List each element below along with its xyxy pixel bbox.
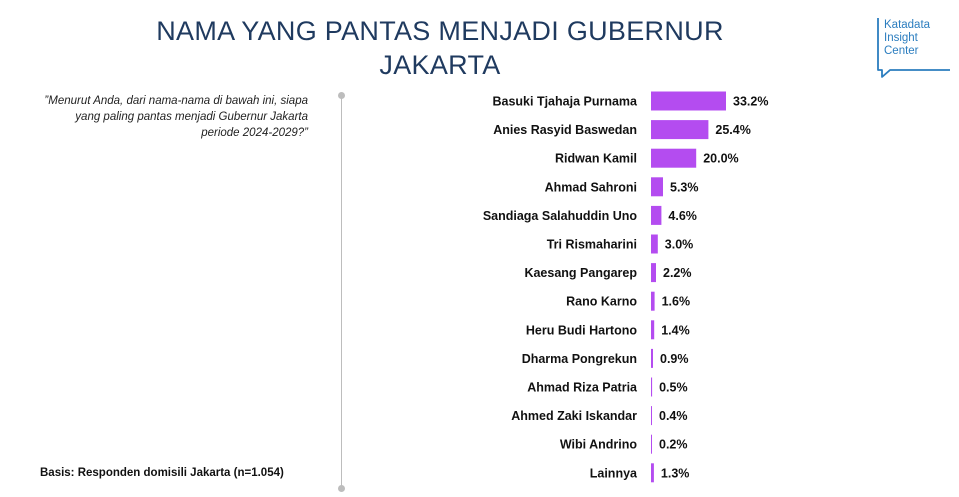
value-label: 1.6% xyxy=(662,295,691,309)
bar-5 xyxy=(651,234,658,254)
bar-4 xyxy=(651,205,662,225)
category-label: Ahmed Zaki Iskandar xyxy=(511,409,637,423)
bar-0 xyxy=(651,91,726,111)
bar-11 xyxy=(651,406,652,426)
value-label: 1.4% xyxy=(661,323,690,337)
divider-dot-bottom xyxy=(338,485,345,492)
bar-12 xyxy=(651,434,652,454)
chart-title-line-2: JAKARTA xyxy=(379,50,501,80)
logo-text: Katadata Insight Center xyxy=(884,19,930,58)
category-label: Sandiaga Salahuddin Uno xyxy=(483,209,638,223)
category-label: Tri Rismaharini xyxy=(547,238,637,252)
bar-7 xyxy=(651,291,655,311)
value-label: 1.3% xyxy=(661,466,690,480)
katadata-logo: Katadata Insight Center xyxy=(872,16,952,78)
category-label: Kaesang Pangarep xyxy=(524,266,637,280)
logo-line-3: Center xyxy=(884,45,919,57)
value-label: 5.3% xyxy=(670,180,699,194)
value-label: 0.9% xyxy=(660,352,689,366)
category-label: Anies Rasyid Baswedan xyxy=(493,123,637,137)
value-label: 3.0% xyxy=(665,238,694,252)
bar-9 xyxy=(651,348,653,368)
category-label: Dharma Pongrekun xyxy=(522,352,637,366)
bar-8 xyxy=(651,320,655,340)
bar-3 xyxy=(651,177,663,197)
category-label: Rano Karno xyxy=(566,295,637,309)
category-label: Ridwan Kamil xyxy=(555,152,637,166)
value-label: 0.5% xyxy=(659,381,688,395)
logo-line-2: Insight xyxy=(884,32,918,44)
logo-line-1: Katadata xyxy=(884,19,931,31)
category-label: Basuki Tjahaja Purnama xyxy=(492,95,638,109)
value-label: 20.0% xyxy=(703,152,738,166)
bar-1 xyxy=(651,120,709,140)
category-label: Heru Budi Hartono xyxy=(526,323,637,337)
divider-dot-top xyxy=(338,92,345,99)
value-label: 25.4% xyxy=(715,123,750,137)
value-label: 0.4% xyxy=(659,409,688,423)
value-label: 2.2% xyxy=(663,266,692,280)
speech-bubble-icon xyxy=(877,18,950,78)
value-label: 4.6% xyxy=(668,209,697,223)
bar-2 xyxy=(651,148,697,168)
category-label: Wibi Andrino xyxy=(560,438,638,452)
bar-10 xyxy=(651,377,653,397)
value-label: 0.2% xyxy=(659,438,688,452)
chart-title-line-1: NAMA YANG PANTAS MENJADI GUBERNUR xyxy=(156,16,724,46)
survey-question: ”Menurut Anda, dari nama-nama di bawah i… xyxy=(44,95,308,139)
divider-line xyxy=(341,95,342,488)
chart-title: NAMA YANG PANTAS MENJADI GUBERNUR JAKART… xyxy=(140,14,740,82)
bar-13 xyxy=(651,463,654,483)
category-label: Ahmad Riza Patria xyxy=(527,381,638,395)
value-label: 33.2% xyxy=(733,95,768,109)
category-label: Lainnya xyxy=(590,466,638,480)
basis-note: Basis: Responden domisili Jakarta (n=1.0… xyxy=(40,467,284,479)
bar-6 xyxy=(651,263,656,283)
category-label: Ahmad Sahroni xyxy=(545,180,637,194)
